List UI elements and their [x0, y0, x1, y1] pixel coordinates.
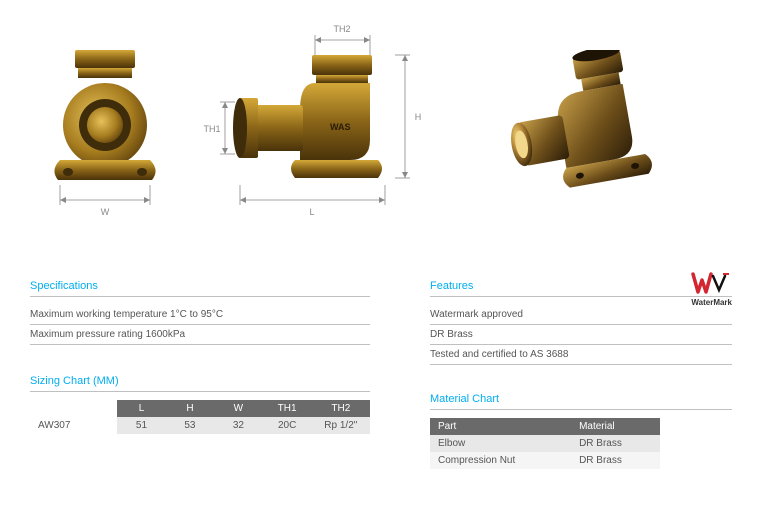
material-title: Material Chart [430, 393, 732, 410]
dim-l-label: L [309, 207, 314, 217]
feature-row: Watermark approved [430, 305, 732, 325]
dim-w-label: W [101, 207, 110, 217]
diagram-front: W [30, 20, 180, 233]
table-row: ElbowDR Brass [430, 435, 660, 452]
watermark-logo: WaterMark [691, 270, 732, 307]
spec-row: Maximum pressure rating 1600kPa [30, 325, 370, 345]
feature-row: DR Brass [430, 325, 732, 345]
product-photo [490, 50, 670, 213]
feature-row: Tested and certified to AS 3688 [430, 345, 732, 365]
dim-th1-label: TH1 [203, 124, 220, 134]
specifications-title: Specifications [30, 280, 370, 297]
sizing-title: Sizing Chart (MM) [30, 375, 370, 392]
sizing-table: LHWTH1TH2 AW30751533220CRp 1/2" [30, 400, 370, 434]
features-title: Features [430, 280, 732, 297]
table-row: AW30751533220CRp 1/2" [30, 417, 370, 434]
spec-row: Maximum working temperature 1°C to 95°C [30, 305, 370, 325]
diagram-side: TH2 WAS TH1 H [200, 20, 430, 233]
svg-text:WAS: WAS [330, 122, 351, 132]
dim-th2-label: TH2 [333, 24, 350, 34]
specifications-list: Maximum working temperature 1°C to 95°CM… [30, 305, 370, 345]
dim-h-label: H [415, 112, 422, 122]
material-table: PartMaterial ElbowDR BrassCompression Nu… [430, 418, 660, 469]
watermark-label: WaterMark [691, 298, 732, 307]
table-row: Compression NutDR Brass [430, 452, 660, 469]
features-list: Watermark approvedDR BrassTested and cer… [430, 305, 732, 365]
